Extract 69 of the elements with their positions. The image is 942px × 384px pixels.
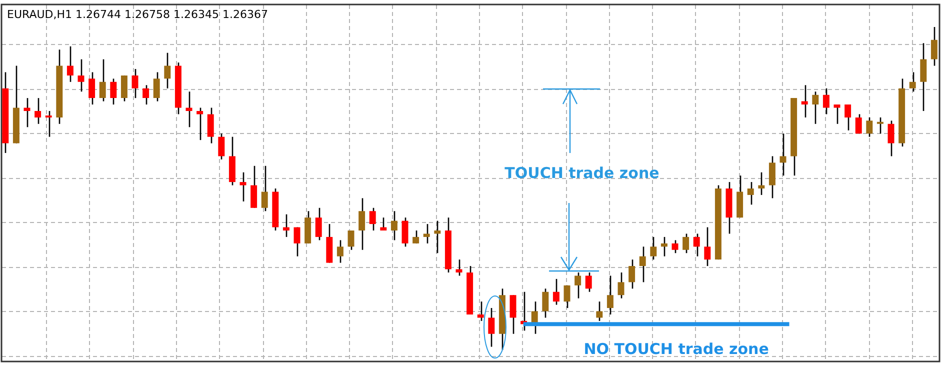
candlestick — [628, 258, 636, 290]
candlestick — [348, 230, 354, 251]
candlestick — [380, 216, 387, 232]
candlestick — [99, 58, 106, 102]
candlestick — [282, 214, 290, 238]
candlestick — [434, 220, 441, 254]
candlestick — [510, 294, 516, 334]
chart-title: EURAUD,H1 1.26744 1.26758 1.26345 1.26367 — [7, 8, 268, 21]
candlestick — [423, 223, 430, 244]
candlestick — [240, 172, 246, 202]
candlestick — [606, 275, 614, 316]
candlestick — [110, 78, 117, 106]
candlestick — [672, 240, 678, 254]
candlestick — [596, 300, 603, 322]
candlestick — [930, 26, 938, 66]
candlestick — [747, 181, 754, 206]
candlestick — [142, 84, 150, 106]
candlestick — [45, 110, 52, 138]
candlestick — [574, 272, 582, 299]
candlestick — [660, 236, 668, 257]
candlestick — [315, 207, 322, 241]
candlestick — [78, 58, 84, 92]
candlestick — [120, 74, 128, 102]
candlestick — [564, 284, 570, 309]
candlestick — [682, 233, 690, 254]
candlestick — [801, 84, 808, 118]
candlestick — [704, 226, 711, 267]
candlestick — [866, 116, 873, 138]
candlestick — [542, 288, 549, 318]
candlestick — [618, 272, 624, 299]
candlestick — [250, 165, 258, 209]
candlestick — [402, 216, 408, 248]
candlestick — [876, 116, 884, 134]
candlestick — [758, 172, 765, 196]
candlestick — [336, 240, 344, 264]
candlestick — [768, 156, 776, 199]
annotation: TOUCH trade zone — [504, 164, 660, 182]
candlestick — [369, 207, 376, 232]
candlestick — [294, 226, 300, 257]
candlestick — [207, 107, 214, 144]
candlestick — [132, 68, 138, 99]
candlestick — [834, 104, 840, 125]
candlestick — [153, 72, 160, 102]
candlestick — [412, 230, 420, 244]
candlestick — [888, 120, 894, 157]
candlestick — [780, 132, 786, 176]
candlestick — [488, 307, 495, 348]
candlestick — [196, 107, 204, 141]
candlestick — [164, 52, 171, 90]
candlestick — [812, 90, 819, 125]
candlestick — [585, 272, 592, 293]
candlestick — [822, 88, 830, 115]
candlestick — [88, 72, 96, 106]
candlestick — [844, 104, 852, 132]
candlestick — [693, 233, 700, 257]
candlestick — [552, 278, 560, 306]
candlestick — [34, 97, 42, 125]
candlestick — [650, 236, 657, 260]
candlestick — [218, 132, 225, 160]
candlestick — [477, 300, 484, 322]
candlestick — [909, 72, 916, 92]
candlestick — [855, 114, 862, 134]
candlestick — [920, 42, 927, 112]
candlestick — [358, 198, 366, 251]
candlestick — [66, 46, 74, 83]
candlestick — [261, 165, 268, 212]
candlestick — [390, 210, 398, 241]
ref-line-label: NO TOUCH trade zone — [584, 340, 769, 358]
candlestick — [639, 246, 646, 283]
